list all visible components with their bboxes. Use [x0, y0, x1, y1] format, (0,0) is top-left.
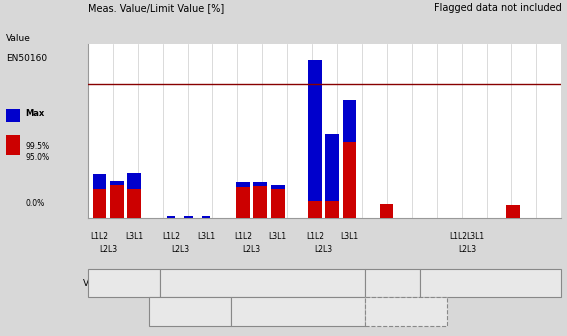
Bar — [308, 60, 321, 201]
Bar — [342, 142, 357, 218]
Bar — [271, 189, 285, 218]
Text: Harmonics: Harmonics — [238, 279, 286, 288]
Text: L2L3: L2L3 — [243, 245, 261, 254]
Bar — [308, 201, 321, 218]
Bar — [92, 189, 107, 218]
Bar — [379, 204, 393, 218]
Text: 0.0%: 0.0% — [26, 199, 45, 208]
Bar — [127, 189, 141, 218]
Text: Signalling voltage: Signalling voltage — [365, 307, 446, 316]
Text: L1L2: L1L2 — [91, 232, 108, 241]
Bar — [236, 187, 250, 218]
Bar — [506, 205, 520, 218]
Text: Meas. Value/Limit Value [%]: Meas. Value/Limit Value [%] — [88, 3, 224, 13]
Text: L1L2: L1L2 — [234, 232, 252, 241]
Bar — [236, 182, 250, 187]
Text: Max: Max — [26, 109, 45, 118]
Text: 99.5%: 99.5% — [26, 141, 50, 151]
Bar — [110, 185, 124, 218]
Text: Mains Frequency: Mains Frequency — [452, 279, 528, 288]
Text: L2L3: L2L3 — [314, 245, 332, 254]
Bar — [325, 201, 339, 218]
Text: L2L3: L2L3 — [458, 245, 476, 254]
Text: L3L1: L3L1 — [340, 232, 358, 241]
Bar — [92, 174, 107, 189]
Bar — [271, 185, 285, 189]
Text: Flicker: Flicker — [283, 307, 313, 316]
Bar — [253, 186, 267, 218]
Text: EN50160: EN50160 — [6, 54, 47, 63]
Text: L2L3: L2L3 — [99, 245, 117, 254]
Text: 95.0%: 95.0% — [26, 153, 50, 162]
Bar — [184, 216, 193, 218]
Text: L3L1: L3L1 — [269, 232, 287, 241]
Text: Event Database: Event Database — [154, 307, 226, 316]
Text: L2L3: L2L3 — [171, 245, 189, 254]
Text: Voltage Variations: Voltage Variations — [83, 279, 164, 288]
Bar — [167, 216, 175, 218]
Text: Value: Value — [6, 34, 31, 43]
Bar — [342, 100, 357, 142]
Text: L1L2: L1L2 — [306, 232, 324, 241]
Bar — [325, 134, 339, 201]
Text: Flagged data not included: Flagged data not included — [434, 3, 561, 13]
Bar — [253, 182, 267, 186]
Text: L1L2: L1L2 — [162, 232, 180, 241]
Text: L3L1: L3L1 — [197, 232, 215, 241]
Text: L3L1: L3L1 — [467, 232, 485, 241]
Bar — [110, 181, 124, 185]
Text: Unbalance: Unbalance — [369, 279, 416, 288]
Bar — [202, 216, 210, 218]
Text: L1L2: L1L2 — [449, 232, 467, 241]
Bar — [127, 173, 141, 189]
Text: L3L1: L3L1 — [125, 232, 143, 241]
